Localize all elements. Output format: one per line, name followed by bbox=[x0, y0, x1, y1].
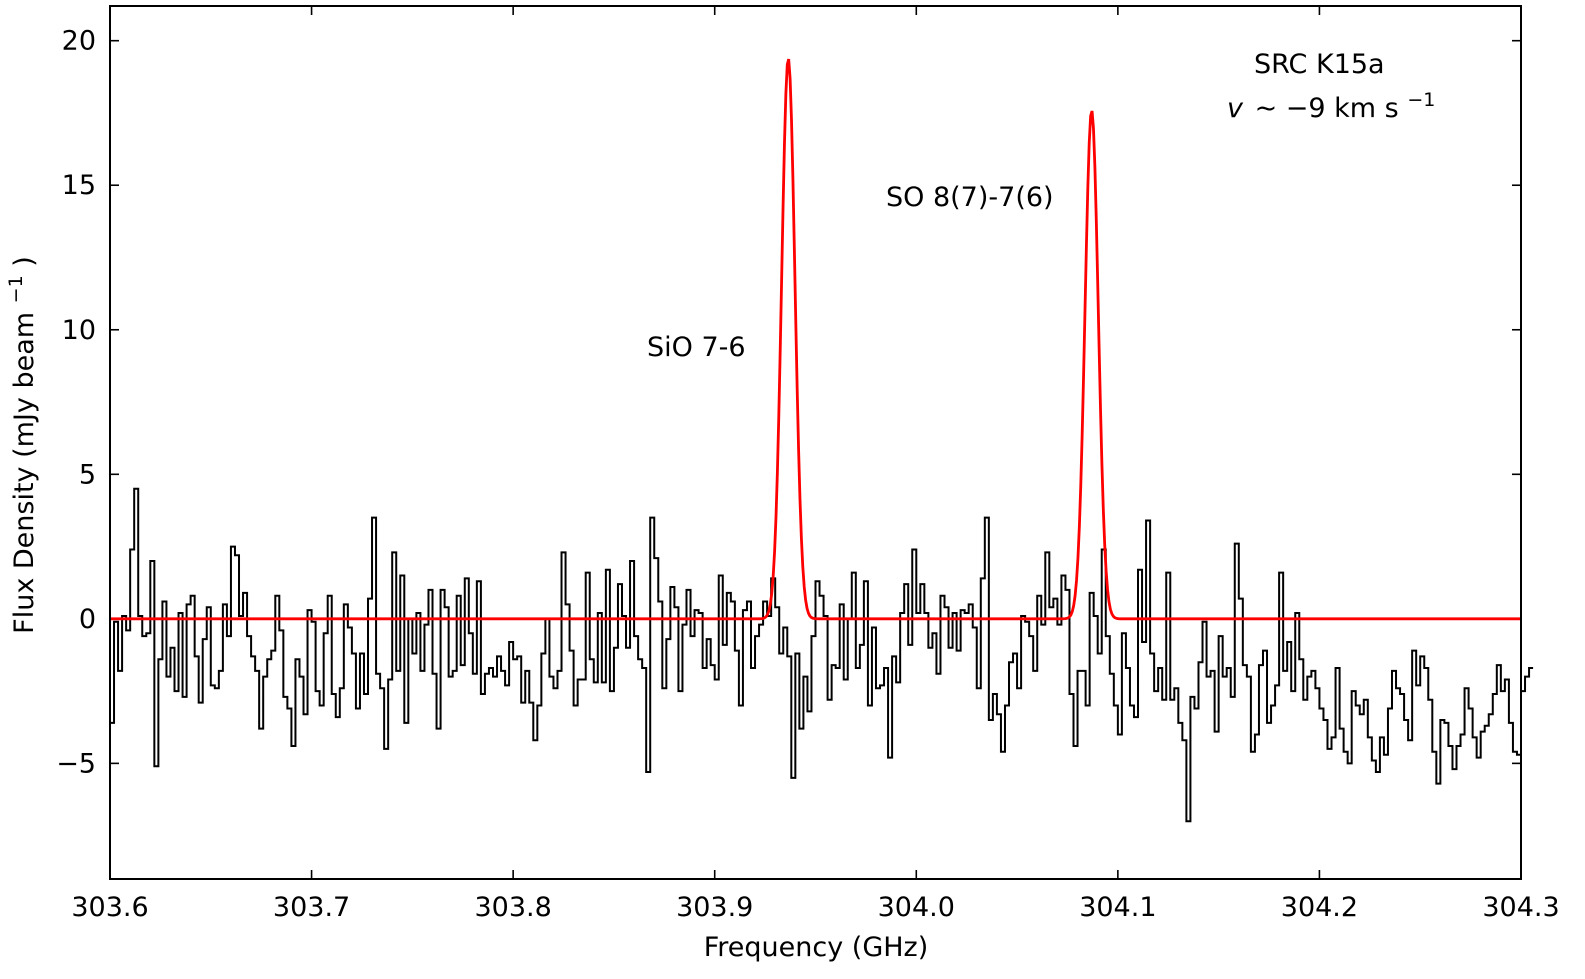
x-tick-label: 303.9 bbox=[676, 892, 753, 923]
x-tick-label: 304.0 bbox=[878, 892, 955, 923]
x-tick-label: 304.2 bbox=[1281, 892, 1358, 923]
y-axis-label-close: ) bbox=[9, 256, 40, 267]
series-group bbox=[110, 58, 1534, 823]
axis-ticks bbox=[109, 6, 1522, 879]
y-tick-label: −5 bbox=[56, 748, 96, 779]
source-velocity-label: v ∼ −9 km s −1 bbox=[1227, 89, 1435, 124]
x-tick-label: 303.7 bbox=[273, 892, 350, 923]
velocity-symbol: v bbox=[1227, 93, 1244, 124]
velocity-unit-exponent: −1 bbox=[1407, 89, 1435, 111]
axis-tick-labels: 303.6 303.7 303.8 303.9 304.0 304.1 304.2 304.3… bbox=[56, 26, 1559, 923]
x-tick-label: 303.8 bbox=[474, 892, 551, 923]
y-tick-label: 20 bbox=[62, 26, 96, 57]
x-axis-label: Frequency (GHz) bbox=[704, 932, 929, 963]
x-tick-label: 303.6 bbox=[71, 892, 148, 923]
y-axis-label: Flux Density (mJy beam −1 ) bbox=[0, 256, 40, 634]
gaussian-fit-series bbox=[110, 58, 1521, 621]
observed-spectrum-series bbox=[110, 487, 1534, 823]
source-name-label: SRC K15a bbox=[1254, 49, 1385, 80]
y-axis-label-main: Flux Density (mJy beam bbox=[9, 312, 40, 634]
x-tick-label: 304.3 bbox=[1482, 892, 1559, 923]
sio-line-label: SiO 7-6 bbox=[647, 332, 746, 363]
so-line-label: SO 8(7)-7(6) bbox=[886, 182, 1054, 213]
y-axis-label-exponent: −1 bbox=[5, 275, 27, 303]
y-tick-label: 0 bbox=[79, 604, 96, 635]
y-tick-label: 10 bbox=[62, 315, 96, 346]
plot-frame bbox=[109, 5, 1522, 880]
velocity-value: ∼ −9 km s bbox=[1255, 93, 1399, 124]
x-tick-label: 304.1 bbox=[1079, 892, 1156, 923]
y-tick-label: 5 bbox=[79, 459, 96, 490]
y-tick-label: 15 bbox=[62, 170, 96, 201]
